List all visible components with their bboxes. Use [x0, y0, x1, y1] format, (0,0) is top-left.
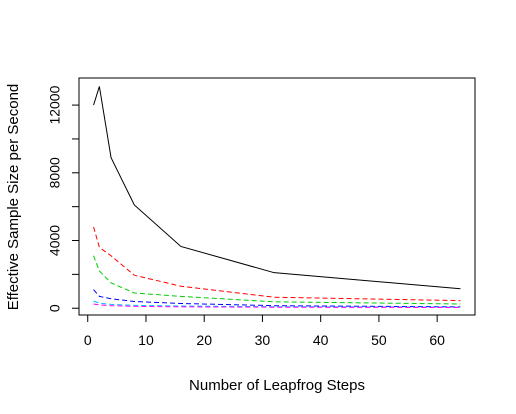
x-tick-label: 40: [313, 332, 329, 348]
x-axis-title: Number of Leapfrog Steps: [189, 377, 365, 394]
x-tick-label: 60: [429, 332, 445, 348]
x-tick-label: 30: [255, 332, 271, 348]
series-layer: [93, 86, 461, 309]
series-line-2: [93, 226, 461, 302]
y-axis: 0 4000 8000 12000: [47, 85, 80, 312]
y-tick-label: 12000: [47, 85, 63, 124]
series-line-6: [93, 303, 461, 309]
series-line-5: [93, 300, 461, 308]
x-tick-label: 0: [84, 332, 92, 348]
series-line-4: [93, 289, 461, 308]
plot-frame: [78, 77, 476, 316]
y-tick-label: 4000: [47, 225, 63, 256]
y-tick-label: 8000: [47, 157, 63, 188]
series-line-3: [93, 255, 461, 305]
x-tick-label: 50: [371, 332, 387, 348]
x-axis: 0 10 20 30 40 50 60: [84, 314, 445, 348]
y-tick-label: 0: [47, 304, 63, 312]
x-tick-label: 20: [196, 332, 212, 348]
series-line-1: [93, 86, 461, 290]
x-tick-label: 10: [138, 332, 154, 348]
y-axis-title: Effective Sample Size per Second: [5, 84, 22, 311]
